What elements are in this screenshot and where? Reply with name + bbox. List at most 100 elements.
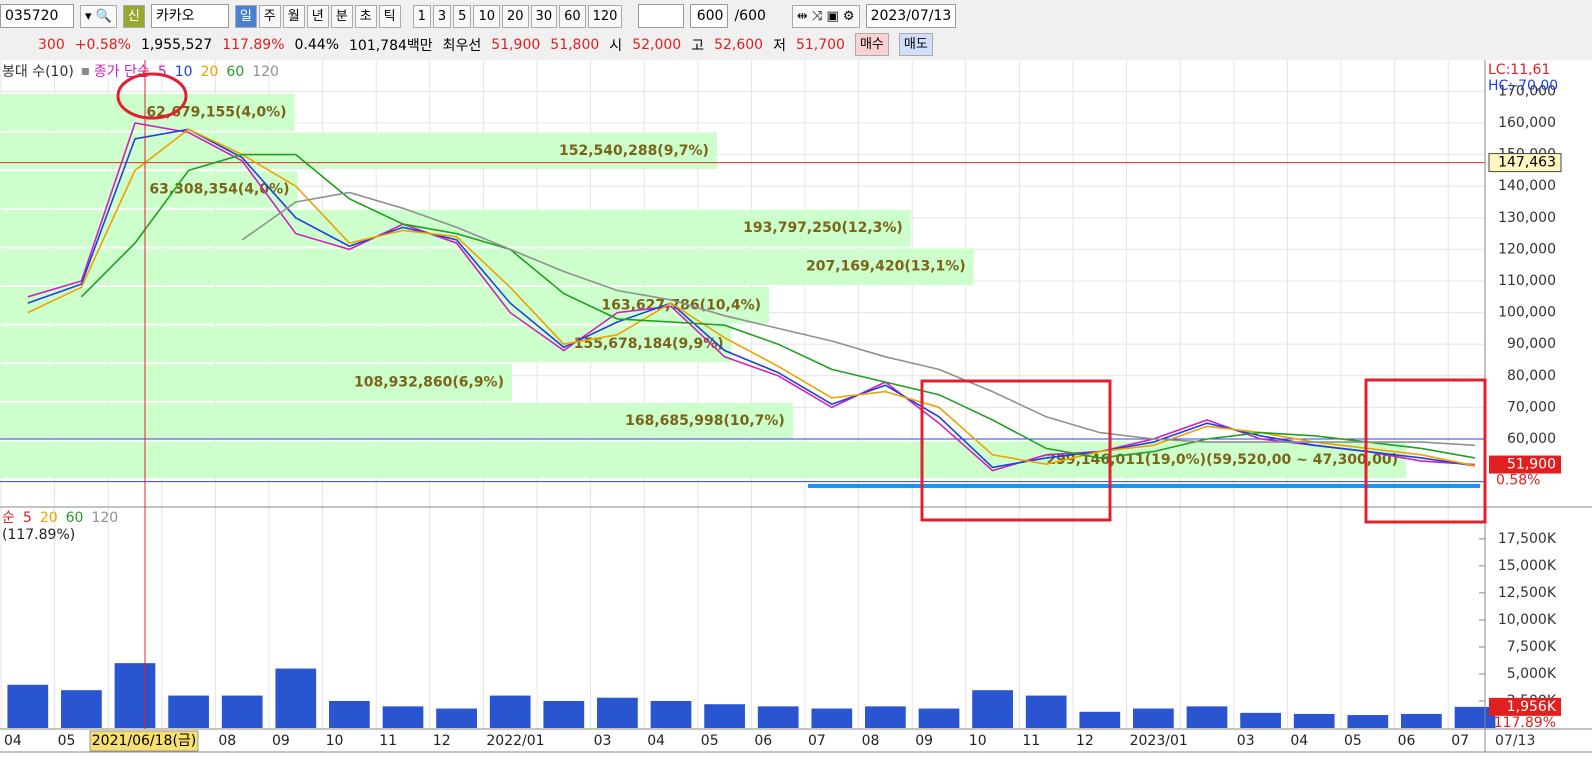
- volume-profile-bar: [0, 402, 793, 440]
- period-button[interactable]: 주: [258, 4, 281, 28]
- x-tick-label: 11: [379, 733, 397, 749]
- x-tick-label: 08: [218, 733, 236, 749]
- interval-button[interactable]: 10: [473, 4, 500, 28]
- interval-button[interactable]: 5: [453, 4, 472, 28]
- volume-bar: [1079, 711, 1121, 728]
- period-button[interactable]: 초: [354, 4, 377, 28]
- high: 52,600: [714, 36, 764, 53]
- y-tick-label: 110,000: [1498, 273, 1556, 289]
- x-tick-label: 04: [1290, 733, 1308, 749]
- y-tick-label: 120,000: [1498, 241, 1556, 257]
- count-input[interactable]: 600: [690, 4, 729, 28]
- volume-bar: [704, 704, 745, 728]
- legend-marker: [81, 68, 89, 75]
- search-button[interactable]: ▾ 🔍: [80, 4, 117, 28]
- volume-bar: [543, 700, 585, 728]
- last-price-box: [1489, 455, 1561, 474]
- volume-profile-label: 155,678,184(9,9%): [574, 336, 724, 352]
- volume-ratio: (117.89%): [2, 527, 75, 543]
- volume-legend-entry: 5: [23, 510, 32, 526]
- x-tick-label: 12: [433, 733, 451, 749]
- stock-name: 카카오: [150, 4, 229, 28]
- price-label: 147,463: [1498, 155, 1556, 171]
- interval-button[interactable]: 3: [432, 4, 452, 28]
- dropdown[interactable]: [638, 4, 685, 28]
- open-label: 시: [609, 37, 623, 54]
- ma-line: [80, 153, 1476, 459]
- period-button[interactable]: 일: [234, 4, 257, 28]
- period-button[interactable]: 년: [306, 4, 329, 28]
- highlight-ellipse: [116, 72, 188, 120]
- price-label-box: [1488, 153, 1562, 173]
- x-tick-label: 04: [4, 733, 22, 749]
- last-volume-label: 1,956K: [1507, 699, 1557, 715]
- volume-profile-label: 152,540,288(9,7%): [559, 143, 709, 159]
- x-tick-label: 12: [1076, 733, 1094, 749]
- main-layer: 04 05 08 09 10 11 12 2022/01 03 04 05 06 07 08 09 10 11 1…: [0, 62, 1562, 752]
- badge: 신: [122, 4, 145, 28]
- ask: 51,900: [491, 36, 541, 53]
- amount: 101,784백만: [349, 37, 433, 54]
- low: 51,700: [795, 36, 845, 53]
- hc-label: HC:-70,00: [1488, 78, 1558, 94]
- period-button[interactable]: 월: [282, 4, 305, 28]
- buy-button[interactable]: 매수: [854, 33, 889, 56]
- volume-profile-bar: [0, 248, 974, 286]
- volume-bar: [757, 706, 799, 728]
- period-button[interactable]: 분: [330, 4, 353, 28]
- interval-button[interactable]: 20: [502, 4, 529, 28]
- x-tick-label: 10: [326, 733, 344, 749]
- volume-bar: [972, 690, 1013, 728]
- y-tick-label: 60,000: [1507, 431, 1556, 447]
- sell-button[interactable]: 매도: [898, 33, 933, 56]
- volume-legend-entry: 120: [91, 510, 118, 526]
- ma-line: [241, 191, 1476, 447]
- volume-bar: [1025, 695, 1067, 728]
- y-tick-label: 10,000K: [1498, 612, 1557, 628]
- turnover: 0.44%: [294, 36, 339, 53]
- x-tick-label: 03: [594, 733, 612, 749]
- y-tick-label: 130,000: [1498, 210, 1556, 226]
- interval-button[interactable]: 120: [587, 4, 623, 28]
- y-tick-label: 70,000: [1507, 399, 1556, 415]
- legend-entry: 120: [252, 64, 279, 80]
- tool-buttons[interactable]: ⇹ ⤨ ▣ ⚙: [791, 4, 860, 28]
- interval-button[interactable]: 1: [412, 4, 431, 28]
- volume-bar: [114, 663, 156, 728]
- y-tick-label: 100,000: [1498, 305, 1556, 321]
- legend-entry: 5: [158, 64, 167, 80]
- count-total: /600: [734, 8, 766, 24]
- volume-profile-label: 193,797,250(12,3%): [743, 220, 903, 236]
- x-tick-label: 09: [272, 733, 290, 749]
- volume-profile-bar: [0, 364, 512, 401]
- interval-button[interactable]: 30: [530, 4, 558, 28]
- y-tick-label: 140,000: [1498, 178, 1556, 194]
- x-tick-label: 2023/01: [1130, 733, 1188, 749]
- x-tick-label: 11: [1022, 733, 1040, 749]
- legend-entry: 10: [175, 64, 193, 80]
- legend-title: 종가 단순: [94, 64, 150, 80]
- date-input[interactable]: 2023/07/13: [865, 4, 956, 28]
- interval-button[interactable]: 60: [559, 4, 586, 28]
- volume-profile-label: 108,932,860(6,9%): [354, 375, 504, 391]
- volume-bar: [329, 700, 370, 728]
- volume-bar: [382, 706, 424, 728]
- volume: 1,955,527: [140, 36, 213, 53]
- y-tick-label: 170,000: [1498, 83, 1556, 99]
- volume-legend-entry: 순: [2, 510, 15, 526]
- volume-profile-label: 168,685,998(10,7%): [625, 413, 785, 429]
- volume-legend-entry: 60: [66, 510, 84, 526]
- volume-bar: [811, 708, 853, 728]
- volume-bar: [1240, 712, 1281, 728]
- y-tick-label: 160,000: [1498, 115, 1556, 131]
- last-change: 0.58%: [1496, 473, 1540, 489]
- highlight-box: [920, 379, 1112, 522]
- volume-profile-label: 207,169,420(13,1%): [806, 259, 966, 275]
- period-button[interactable]: 틱: [378, 4, 401, 28]
- change-rate: +0.58%: [74, 36, 131, 53]
- volume-bar: [168, 695, 209, 728]
- volume-bar: [7, 684, 49, 728]
- volume-bar: [865, 706, 906, 728]
- code-input[interactable]: 035720: [0, 4, 74, 28]
